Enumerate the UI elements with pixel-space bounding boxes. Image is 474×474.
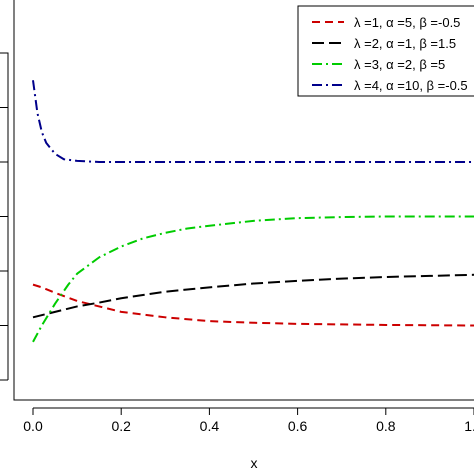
x-tick-label: 0.0 xyxy=(23,418,43,434)
legend-label-4: λ =4, α =10, β =-0.5 xyxy=(354,78,468,93)
series-line-4 xyxy=(32,80,474,163)
plot-frame xyxy=(13,0,474,401)
x-tick-label: 0.4 xyxy=(200,418,220,434)
legend-label-3: λ =3, α =2, β =5 xyxy=(354,57,445,72)
x-axis-title: x xyxy=(251,455,258,471)
x-tick-label: 0.6 xyxy=(288,418,308,434)
legend-label-2: λ =2, α =1, β =1.5 xyxy=(354,36,456,51)
series-layer xyxy=(32,80,474,343)
axes-layer: 0.0 0.2 0.4 0.6 0.8 1.0 xyxy=(0,0,474,434)
x-tick-label: 0.8 xyxy=(376,418,396,434)
legend: λ =1, α =5, β =-0.5 λ =2, α =1, β =1.5 λ =… xyxy=(297,5,474,97)
series-line-1 xyxy=(32,283,474,327)
series-line-2 xyxy=(32,273,474,319)
x-tick-label: 0.2 xyxy=(111,418,131,434)
x-tick-label: 1.0 xyxy=(464,418,474,434)
legend-label-1: λ =1, α =5, β =-0.5 xyxy=(354,15,460,30)
